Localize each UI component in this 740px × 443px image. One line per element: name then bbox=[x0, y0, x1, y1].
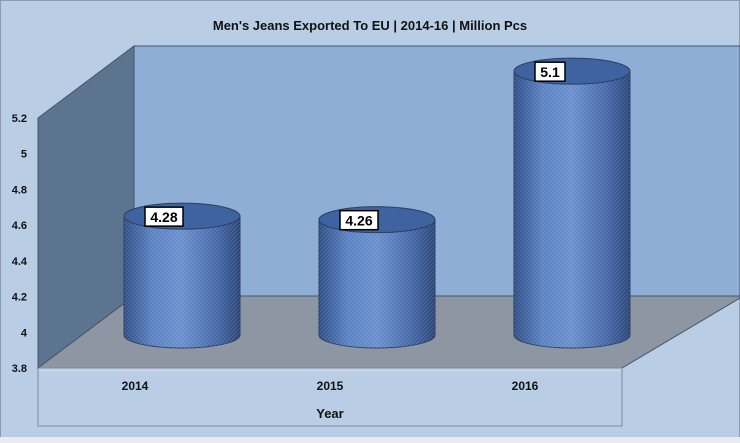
bottom-strip bbox=[0, 437, 740, 443]
x-axis-label: Year bbox=[316, 406, 343, 421]
category-axis-box bbox=[37, 367, 623, 427]
bars-group: 4.28 4.26 5.1 bbox=[123, 57, 631, 349]
y-tick-label: 4.2 bbox=[12, 292, 27, 304]
y-tick-label: 3.8 bbox=[12, 363, 27, 375]
data-label: 5.1 bbox=[540, 64, 560, 80]
bar-2014: 4.28 bbox=[123, 202, 241, 349]
y-tick-label: 4.4 bbox=[12, 256, 28, 268]
data-label-box bbox=[534, 61, 566, 82]
x-tick-label: 2016 bbox=[512, 379, 539, 393]
data-label: 4.28 bbox=[150, 209, 177, 225]
bar-texture bbox=[514, 71, 630, 348]
bar-top bbox=[513, 57, 631, 85]
bar-2016: 5.1 bbox=[513, 57, 631, 349]
x-axis: 2014 2015 2016 bbox=[122, 379, 539, 393]
y-tick-label: 4.6 bbox=[12, 220, 27, 232]
y-tick-label: 5.2 bbox=[12, 113, 27, 125]
chart-title: Men's Jeans Exported To EU | 2014-16 | M… bbox=[213, 18, 527, 33]
x-tick-label: 2014 bbox=[122, 379, 149, 393]
y-tick-label: 5 bbox=[21, 149, 27, 161]
bar-2015: 4.26 bbox=[318, 206, 436, 349]
bar-texture bbox=[319, 219, 435, 348]
data-label: 4.26 bbox=[345, 213, 372, 229]
y-tick-label: 4.8 bbox=[12, 184, 27, 196]
x-tick-label: 2015 bbox=[317, 379, 344, 393]
bar-texture bbox=[124, 216, 240, 348]
y-tick-label: 4 bbox=[21, 327, 28, 339]
floor-front-edge bbox=[38, 368, 622, 372]
y-axis: 3.8 4 4.2 4.4 4.6 4.8 5 5.2 bbox=[12, 113, 28, 375]
data-label-box bbox=[339, 209, 379, 231]
data-label-box bbox=[144, 206, 184, 227]
